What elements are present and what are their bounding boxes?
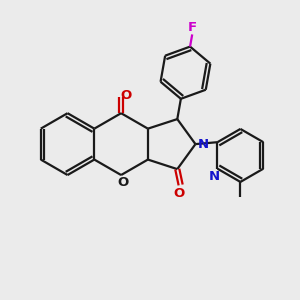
- Text: O: O: [121, 89, 132, 102]
- Text: O: O: [117, 176, 128, 189]
- Text: N: N: [198, 138, 209, 151]
- Text: F: F: [188, 21, 197, 34]
- Text: N: N: [209, 170, 220, 183]
- Text: O: O: [174, 187, 185, 200]
